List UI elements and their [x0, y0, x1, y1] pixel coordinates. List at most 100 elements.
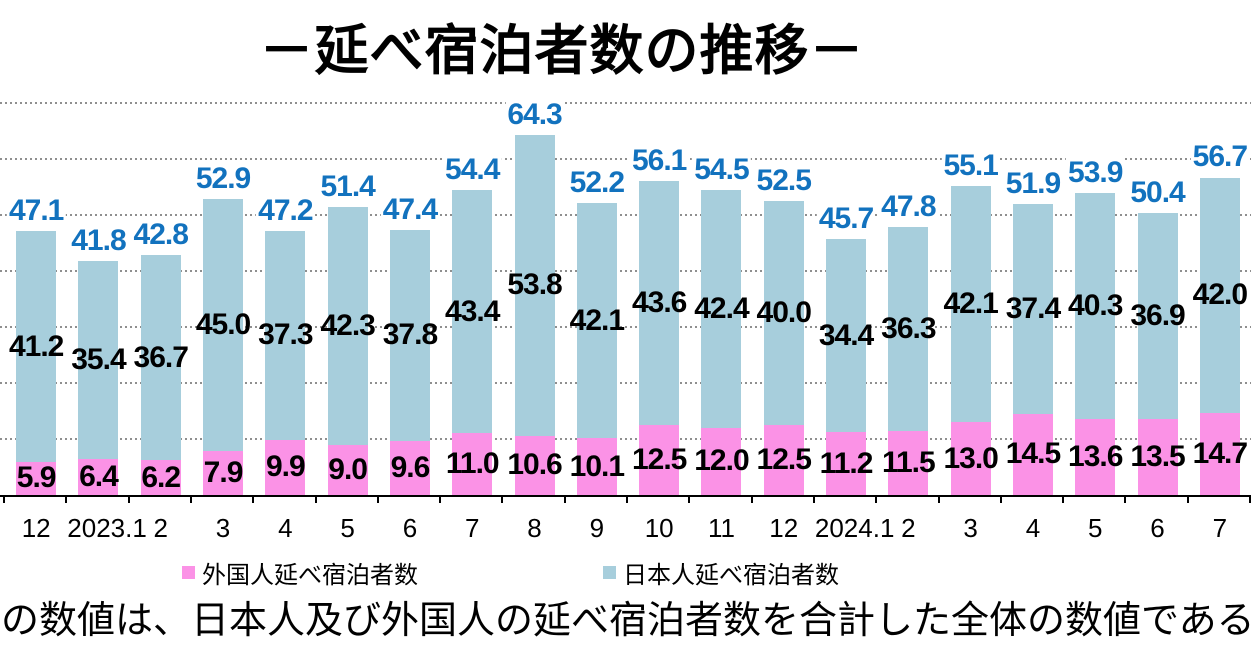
bar-segment-foreign [327, 444, 368, 495]
bar-segment-foreign [1137, 419, 1178, 495]
bar-column: 47.1 41.2 5.9 [5, 0, 67, 495]
japanese-value-label: 40.3 [1068, 289, 1123, 322]
gridline [0, 438, 1251, 440]
total-value-label: 41.8 [69, 223, 128, 257]
japanese-value-label: 37.8 [382, 318, 438, 352]
total-value-label: 64.3 [505, 97, 564, 131]
legend-item-foreign: 外国人延べ宿泊者数 [182, 556, 418, 589]
axis-tick [65, 497, 68, 503]
japanese-value-label: 37.3 [258, 318, 313, 352]
bar-segment-japanese [639, 180, 680, 425]
gridline [0, 214, 1251, 216]
axis-tick [937, 497, 940, 503]
bar-column: 45.7 34.4 11.2 [815, 0, 877, 495]
bar-segment-japanese [514, 134, 555, 436]
x-axis-label: 5 [1088, 513, 1103, 543]
japanese-value-label: 43.6 [631, 285, 687, 319]
bar-segment-japanese [1075, 193, 1116, 419]
bar-column: 51.9 37.4 14.5 [1002, 0, 1064, 495]
x-axis-label: 10 [644, 513, 674, 543]
x-axis-label: 2024.1 [814, 513, 895, 543]
axis-tick [1062, 497, 1065, 503]
foreign-value-label: 6.4 [79, 460, 119, 494]
japanese-value-label: 36.9 [1130, 299, 1185, 333]
total-value-label: 47.4 [380, 192, 440, 226]
bar-segment-foreign [140, 460, 181, 495]
x-axis-label: 11 [707, 513, 735, 543]
japanese-value-label: 42.0 [1192, 278, 1248, 312]
bar-segment-foreign [78, 459, 119, 495]
foreign-value-label: 14.7 [1192, 436, 1248, 470]
bar-column: 56.7 42.0 14.7 [1189, 0, 1251, 495]
bar-column: 42.8 36.7 6.2 [130, 0, 192, 495]
axis-tick [626, 497, 628, 503]
japanese-value-label: 42.3 [320, 308, 375, 342]
foreign-value-label: 12.5 [631, 443, 687, 476]
bar-column: 64.3 53.8 10.6 [503, 0, 565, 495]
foreign-value-label: 10.1 [569, 449, 625, 483]
total-value-label: 47.1 [6, 194, 66, 228]
axis-tick [376, 497, 379, 503]
x-axis-label: 4 [1025, 513, 1041, 543]
foreign-value-label: 13.6 [1068, 439, 1123, 473]
axis-tick [999, 497, 1002, 503]
legend-swatch-foreign-icon [182, 565, 195, 579]
axis-tick [1186, 497, 1189, 503]
bar-column: 52.2 42.1 10.1 [566, 0, 628, 495]
gridline [0, 382, 1251, 384]
x-axis-label: 2 [153, 513, 168, 543]
axis-tick [1249, 497, 1251, 503]
bar-segment-japanese [1199, 177, 1240, 413]
japanese-value-label: 42.4 [694, 291, 749, 325]
total-value-label: 51.4 [318, 170, 377, 204]
legend-label-foreign: 外国人延べ宿泊者数 [202, 561, 418, 589]
total-value-label: 51.9 [1003, 167, 1063, 201]
bar-column: 51.4 42.3 9.0 [317, 0, 379, 495]
x-axis-label: 3 [215, 513, 231, 543]
x-axis-label: 3 [963, 513, 978, 543]
total-value-label: 56.1 [629, 143, 689, 177]
total-value-label: 53.9 [1066, 156, 1125, 190]
bar-column: 41.8 35.4 6.4 [67, 0, 129, 495]
axis-tick [501, 497, 504, 503]
foreign-value-label: 14.5 [1005, 437, 1061, 471]
bar-column: 53.9 40.3 13.6 [1064, 0, 1126, 495]
foreign-value-label: 9.9 [265, 450, 306, 484]
bar-segment-foreign [888, 430, 929, 495]
gridline [0, 102, 1251, 104]
bar-column: 50.4 36.9 13.5 [1126, 0, 1188, 495]
bar-column: 47.2 37.3 9.9 [254, 0, 316, 495]
bar-segment-japanese [888, 227, 929, 431]
x-axis-label: 6 [1150, 513, 1165, 543]
bar-segment-foreign [576, 438, 617, 495]
total-value-label: 45.7 [816, 202, 876, 236]
bar-column: 52.5 40.0 12.5 [753, 0, 815, 495]
x-axis-label: 2023.1 [67, 513, 147, 543]
bar-segment-foreign [826, 432, 867, 495]
japanese-value-label: 42.1 [569, 303, 625, 337]
japanese-value-label: 53.8 [507, 268, 562, 302]
foreign-value-label: 12.0 [694, 444, 749, 478]
japanese-value-label: 34.4 [818, 318, 874, 352]
foreign-value-label: 7.9 [203, 455, 244, 489]
bar-column: 47.8 36.3 11.5 [877, 0, 939, 495]
japanese-value-label: 35.4 [71, 343, 126, 377]
bar-segment-foreign [1075, 418, 1116, 495]
bar-column: 55.1 42.1 13.0 [940, 0, 1002, 495]
bar-segment-japanese [389, 229, 430, 442]
bar-segment-foreign [701, 427, 742, 495]
japanese-value-label: 43.4 [445, 294, 500, 328]
x-axis-label: 6 [402, 513, 418, 543]
bar-segment-foreign [203, 450, 244, 495]
total-value-label: 47.8 [879, 190, 938, 224]
bar-segment-foreign [514, 435, 555, 495]
total-value-label: 55.1 [941, 149, 1000, 183]
foreign-value-label: 11.2 [819, 446, 874, 480]
x-axis-label: 5 [340, 513, 355, 543]
bar-column: 52.9 45.0 7.9 [192, 0, 254, 495]
foreign-value-label: 10.6 [507, 448, 562, 482]
japanese-value-label: 36.3 [881, 311, 936, 345]
legend-swatch-japanese-icon [603, 565, 616, 579]
japanese-value-label: 40.0 [756, 296, 812, 329]
